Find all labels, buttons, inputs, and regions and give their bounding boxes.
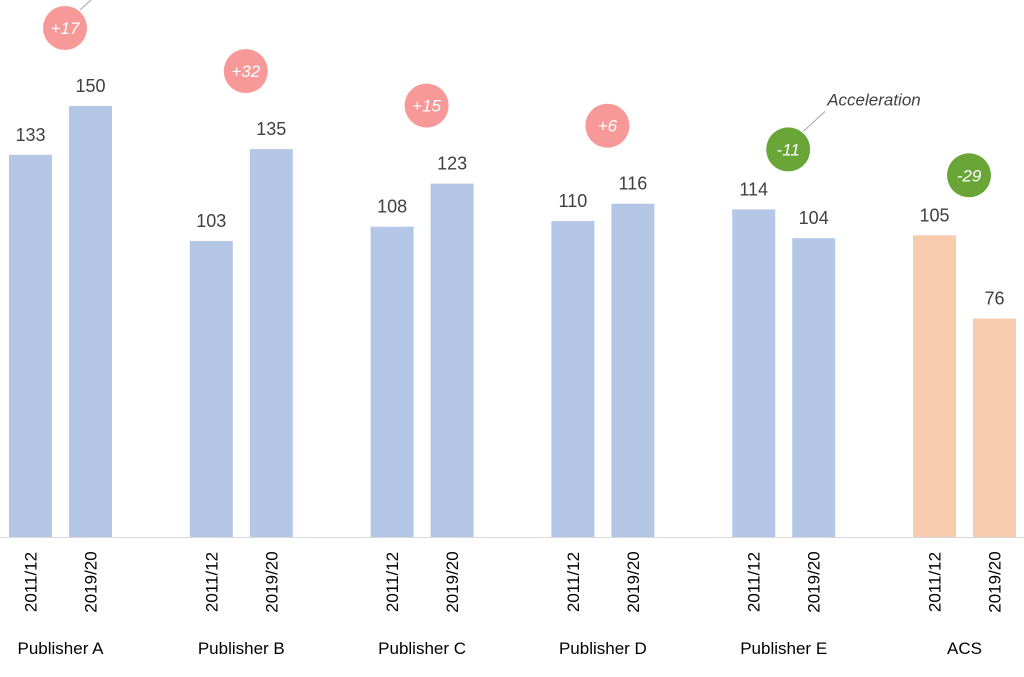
group-label: Publisher A: [18, 639, 105, 658]
difference-label: -29: [957, 166, 982, 185]
data-label: 108: [377, 197, 407, 217]
data-label: 150: [75, 76, 105, 96]
data-label: 135: [256, 119, 286, 139]
data-label: 105: [919, 205, 949, 225]
x-tick-label: 2011/12: [564, 552, 583, 612]
data-label: 133: [15, 125, 45, 145]
bar-publisher-b-2011-12: [189, 241, 233, 537]
group-label: Publisher E: [740, 639, 827, 658]
group-label: ACS: [947, 639, 982, 658]
bar-publisher-e-2011-12: [732, 209, 776, 537]
annotation-leader-line: [802, 111, 826, 132]
x-tick-label: 2011/12: [745, 552, 764, 612]
x-tick-label: 2019/20: [986, 551, 1005, 612]
difference-label: -11: [777, 140, 800, 159]
bar-acs-2019-20: [973, 318, 1016, 537]
difference-label: +6: [598, 117, 618, 136]
x-tick-label: 2019/20: [262, 551, 281, 612]
group-label: Publisher D: [559, 639, 647, 658]
x-tick-label: 2019/20: [624, 551, 643, 612]
data-label: 123: [437, 154, 467, 174]
x-tick-label: 2019/20: [805, 551, 824, 612]
difference-badge: [585, 103, 630, 148]
bar-acs-2011-12: [913, 235, 956, 538]
bar-publisher-e-2019-20: [792, 238, 836, 537]
difference-label: +32: [231, 62, 260, 81]
difference-badge: [43, 6, 87, 50]
data-label: 76: [984, 289, 1004, 309]
x-tick-label: 2011/12: [202, 552, 221, 612]
group-label: Publisher B: [198, 639, 285, 658]
difference-badge: [223, 49, 268, 94]
bar-publisher-c-2019-20: [430, 183, 474, 537]
x-tick-label: 2011/12: [22, 552, 41, 612]
bar-publisher-a-2011-12: [9, 154, 52, 538]
data-label: 103: [196, 211, 226, 231]
data-label: 104: [799, 208, 829, 228]
data-label: 114: [739, 179, 768, 199]
x-tick-label: 2011/12: [383, 552, 402, 612]
x-tick-label: 2011/12: [926, 552, 945, 612]
x-tick-label: 2019/20: [82, 551, 101, 612]
x-tick-label: 2019/20: [443, 551, 462, 612]
difference-badge: [766, 127, 811, 172]
bar-publisher-d-2011-12: [551, 220, 595, 537]
bar-publisher-d-2019-20: [611, 203, 655, 537]
difference-badge: [947, 153, 991, 198]
difference-label: +17: [51, 19, 80, 38]
bar-publisher-c-2011-12: [370, 226, 414, 537]
annotation-label: Acceleration: [826, 90, 921, 109]
bar-publisher-b-2019-20: [249, 149, 293, 537]
difference-label: +15: [412, 97, 441, 116]
group-label: Publisher C: [378, 639, 466, 658]
bar-publisher-a-2019-20: [69, 106, 112, 537]
difference-badge: [404, 83, 449, 128]
data-label: 110: [559, 191, 588, 211]
annotation-leader-line: [79, 0, 92, 11]
data-label: 116: [619, 174, 648, 194]
